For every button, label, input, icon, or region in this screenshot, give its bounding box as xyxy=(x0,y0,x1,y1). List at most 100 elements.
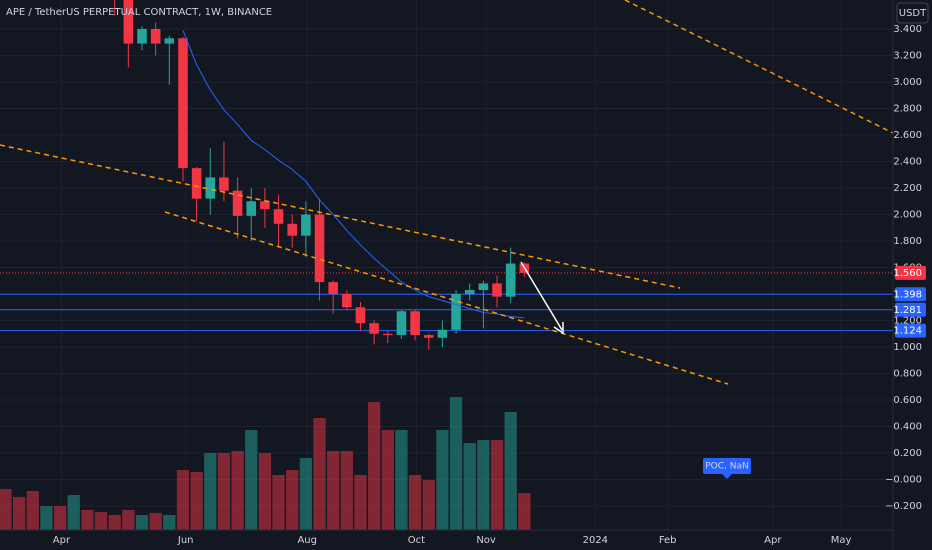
currency-box[interactable] xyxy=(896,2,929,24)
candle-body xyxy=(260,201,270,210)
price-label: 1.281 xyxy=(893,305,922,316)
volume-bar xyxy=(231,451,244,530)
candle-body xyxy=(301,214,311,236)
volume-bar xyxy=(272,475,285,530)
x-tick-label: Nov xyxy=(476,535,496,546)
trend-line xyxy=(624,0,893,134)
price-label-box xyxy=(895,323,926,338)
volume-bar xyxy=(313,418,326,530)
currency[interactable]: USDT xyxy=(899,8,927,19)
candle-body xyxy=(383,333,393,336)
volume-bar xyxy=(286,470,299,530)
volume-bar xyxy=(258,453,272,530)
x-tick-label: Jun xyxy=(177,535,194,546)
x-tick-label: Feb xyxy=(659,535,677,546)
volume-bar xyxy=(449,397,463,530)
candle-body xyxy=(164,38,175,44)
price-label: 1.560 xyxy=(893,268,922,279)
volume-bar xyxy=(436,430,449,530)
candle-body xyxy=(137,29,147,44)
axes: 3.400 3.200 3.000 2.800 2.600 2.400 2.200 2.000… xyxy=(53,24,926,546)
candle-body xyxy=(178,38,188,169)
candle-body xyxy=(191,168,202,199)
y-tick-label: 0.800 xyxy=(893,369,922,380)
volume-bar xyxy=(327,451,340,530)
candle-body xyxy=(219,177,229,191)
price-label-box xyxy=(895,302,926,317)
trend-line xyxy=(164,211,729,385)
chart-title: APE / TetherUS PERPETUAL CONTRACT, 1W, B… xyxy=(6,7,272,18)
y-tick-label: 2.800 xyxy=(893,104,922,115)
y-tick-label: 2.400 xyxy=(893,157,922,168)
volume-pane xyxy=(0,397,531,530)
candle-body xyxy=(451,294,461,330)
volume-bar xyxy=(463,443,476,530)
candle-body xyxy=(492,283,502,297)
candle-body xyxy=(410,311,420,336)
volume-bar xyxy=(299,458,313,530)
annotation: POC, NaN xyxy=(705,462,749,472)
volume-bar xyxy=(367,402,381,530)
x-tick-label: 2024 xyxy=(583,535,608,546)
volume-bar xyxy=(135,515,149,530)
candle-body xyxy=(328,282,338,295)
volume-bar xyxy=(381,430,394,530)
volume-bar xyxy=(422,480,435,530)
volume-bar xyxy=(67,495,80,530)
price-label-box xyxy=(895,287,926,302)
volume-bar xyxy=(26,491,39,530)
volume-bar xyxy=(122,510,135,530)
volume-bar xyxy=(490,440,504,530)
y-tick-label: 2.600 xyxy=(893,130,922,141)
candle-body xyxy=(273,209,284,224)
volume-bar xyxy=(81,510,94,530)
y-tick-label: 0.600 xyxy=(893,395,922,406)
y-tick-label: 3.000 xyxy=(893,77,922,88)
candle-body xyxy=(314,214,325,283)
x-tick-label: May xyxy=(831,535,852,546)
candle-body xyxy=(123,0,134,44)
moving-average xyxy=(182,30,525,319)
volume-bar xyxy=(477,440,490,530)
price-label: 1.124 xyxy=(893,326,922,337)
y-tick-label: 0.200 xyxy=(893,448,922,459)
candle-body xyxy=(342,294,352,308)
volume-bar xyxy=(108,515,121,530)
volume-bar xyxy=(176,470,190,530)
x-tick-label: Apr xyxy=(53,535,71,546)
volume-bar xyxy=(0,489,12,530)
candle-body xyxy=(232,190,243,216)
y-tick-label: −0.000 xyxy=(885,475,922,486)
y-tick-label: 2.200 xyxy=(893,183,922,194)
volume-bar xyxy=(40,506,53,530)
price-label-box xyxy=(895,265,926,280)
candle-body xyxy=(150,29,161,44)
candle-body xyxy=(464,290,475,295)
volume-bar xyxy=(354,475,367,530)
volume-bar xyxy=(12,497,26,530)
arrow xyxy=(520,261,563,331)
annotation-box xyxy=(703,458,751,474)
volume-bar xyxy=(204,453,217,530)
candle-body xyxy=(505,263,516,297)
candle-body xyxy=(246,201,257,216)
volume-bar xyxy=(395,430,408,530)
drawings xyxy=(0,0,893,385)
candle-body xyxy=(396,311,407,336)
volume-bar xyxy=(217,453,231,530)
candle-body xyxy=(369,323,379,334)
candle-body xyxy=(287,223,297,236)
volume-bar xyxy=(408,475,422,530)
candle-body xyxy=(478,283,489,291)
volume-bar xyxy=(94,512,108,530)
volume-bar xyxy=(163,515,176,530)
y-tick-label: 1.000 xyxy=(893,342,922,353)
volume-bar xyxy=(340,451,353,530)
trend-line xyxy=(0,144,681,289)
candle-body xyxy=(437,329,448,338)
arrow-head xyxy=(553,322,564,335)
y-tick-label: 2.000 xyxy=(893,210,922,221)
annotation-pointer xyxy=(722,474,732,479)
candles xyxy=(114,0,530,350)
